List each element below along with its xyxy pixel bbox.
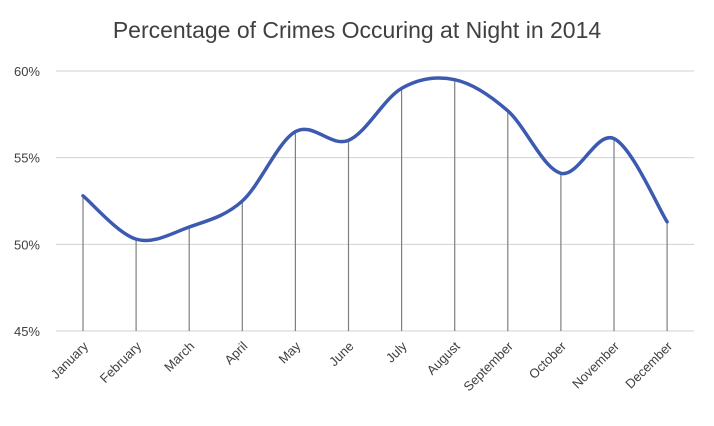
x-tick-label-may: May [276,338,304,366]
y-tick-label: 50% [14,237,40,252]
y-axis-tick-labels: 45% 50% 55% 60% [14,64,40,339]
x-tick-label-april: April [221,338,250,367]
x-tick-label-february: February [97,338,145,386]
x-tick-label-january: January [48,338,92,382]
y-tick-label: 55% [14,151,40,166]
x-tick-label-july: July [383,338,410,365]
drop-lines [82,79,668,331]
y-tick-label: 45% [14,324,40,339]
gridlines [56,70,694,332]
y-tick-label: 60% [14,64,40,79]
x-tick-label-september: September [460,338,516,394]
series-line [81,76,669,243]
x-axis-tick-labels: January February March April May June July Augu… [48,338,676,394]
x-tick-label-march: March [161,339,197,375]
chart-title: Percentage of Crimes Occuring at Night i… [113,17,602,43]
x-tick-label-october: October [526,338,570,382]
x-tick-label-november: November [569,338,622,391]
x-tick-label-december: December [622,338,675,391]
x-tick-label-june: June [326,339,357,370]
x-tick-label-august: August [424,338,463,377]
